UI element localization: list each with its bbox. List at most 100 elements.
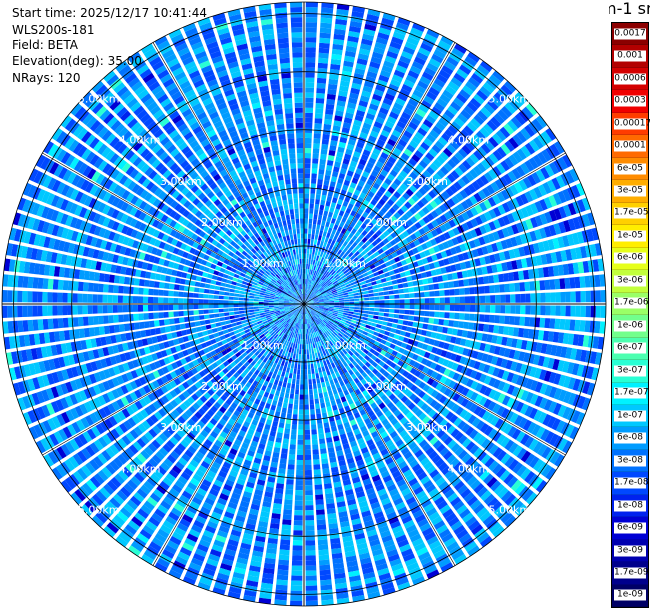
ray-bin — [436, 500, 448, 511]
ray-bin — [162, 548, 175, 559]
ray-bin — [188, 528, 201, 538]
ray-bin — [595, 305, 601, 318]
ray-bin — [193, 293, 199, 298]
ray-bin — [585, 305, 591, 318]
ray-bin — [503, 423, 513, 435]
ray-bin — [275, 374, 281, 381]
ray-bin — [542, 330, 550, 342]
ray-bin — [348, 356, 355, 363]
ray-bin — [367, 379, 375, 386]
ray-bin — [194, 492, 205, 501]
ray-bin — [224, 316, 231, 321]
ray-bin — [294, 317, 298, 322]
ray-bin — [260, 582, 273, 590]
ray-bin — [529, 317, 536, 327]
ray-bin — [277, 401, 283, 408]
ray-bin — [214, 285, 221, 291]
ray-bin — [319, 372, 324, 378]
ray-bin — [399, 429, 408, 438]
ray-bin — [492, 525, 505, 538]
ray-bin — [307, 369, 311, 375]
ray-bin — [548, 401, 558, 414]
ray-bin — [397, 506, 408, 515]
ray-bin — [265, 386, 272, 394]
ray-bin — [132, 296, 139, 303]
ray-bin — [231, 443, 240, 451]
ray-bin — [284, 428, 291, 435]
ray-bin — [527, 329, 535, 339]
ray-bin — [306, 349, 309, 355]
ray-bin — [331, 332, 336, 338]
ray-bin — [153, 297, 159, 304]
ray-bin — [511, 386, 520, 397]
ray-bin — [297, 323, 300, 329]
ray-bin — [474, 528, 487, 540]
ray-bin — [272, 508, 282, 515]
ray-bin — [372, 506, 383, 515]
ray-bin — [488, 324, 495, 333]
ray-bin — [511, 338, 518, 348]
ray-bin — [472, 463, 483, 474]
ray-bin — [397, 359, 404, 367]
ray-bin — [318, 559, 330, 566]
ray-bin — [357, 339, 363, 346]
ray-bin — [454, 337, 462, 345]
ray-bin — [312, 315, 317, 321]
ray-bin — [545, 467, 557, 481]
ray-bin — [308, 389, 313, 395]
ray-bin — [305, 540, 316, 546]
ray-bin — [349, 380, 356, 387]
ray-bin — [368, 465, 377, 473]
ray-bin — [299, 399, 304, 405]
ray-bin — [258, 520, 269, 528]
ray-bin — [173, 291, 179, 297]
ray-bin — [379, 375, 386, 382]
ray-bin — [255, 535, 266, 543]
ray-bin — [439, 418, 449, 428]
ray-bin — [384, 308, 390, 313]
ray-bin — [484, 441, 495, 452]
ray-bin — [320, 314, 326, 318]
ray-bin — [562, 406, 572, 420]
ray-bin — [378, 572, 392, 581]
ray-bin — [418, 494, 429, 504]
ray-bin — [279, 337, 284, 344]
ray-bin — [289, 393, 294, 400]
ray-bin — [227, 591, 241, 600]
ray-bin — [318, 549, 329, 556]
ray-bin — [252, 435, 260, 443]
ray-bin — [233, 329, 240, 335]
ray-bin — [471, 524, 484, 536]
ray-bin — [305, 500, 314, 506]
ray-bin — [330, 542, 342, 550]
ray-bin — [293, 322, 297, 328]
ray-bin — [118, 275, 125, 284]
ray-bin — [297, 449, 304, 455]
ray-bin — [384, 422, 393, 431]
ray-bin — [315, 325, 319, 331]
ray-bin — [370, 501, 381, 510]
ray-bin — [321, 594, 334, 601]
ray-bin — [333, 307, 340, 310]
ray-bin — [295, 338, 299, 344]
ray-bin — [315, 347, 320, 353]
ray-bin — [256, 382, 263, 389]
ray-bin — [293, 316, 297, 322]
ray-bin — [549, 318, 556, 329]
ray-bin — [313, 363, 318, 369]
ray-bin — [148, 320, 155, 328]
ray-bin — [464, 357, 472, 367]
ray-bin — [27, 291, 33, 303]
ray-bin — [248, 445, 257, 453]
ray-bin — [72, 293, 78, 303]
ray-bin — [320, 579, 332, 586]
ray-bin — [387, 553, 400, 562]
ray-bin — [317, 428, 324, 435]
ray-bin — [345, 365, 351, 372]
ray-bin — [227, 327, 234, 333]
ray-bin — [433, 339, 440, 347]
ray-bin — [285, 484, 294, 490]
ray-bin — [108, 325, 115, 334]
ray-bin — [401, 386, 410, 395]
ray-bin — [470, 380, 479, 390]
